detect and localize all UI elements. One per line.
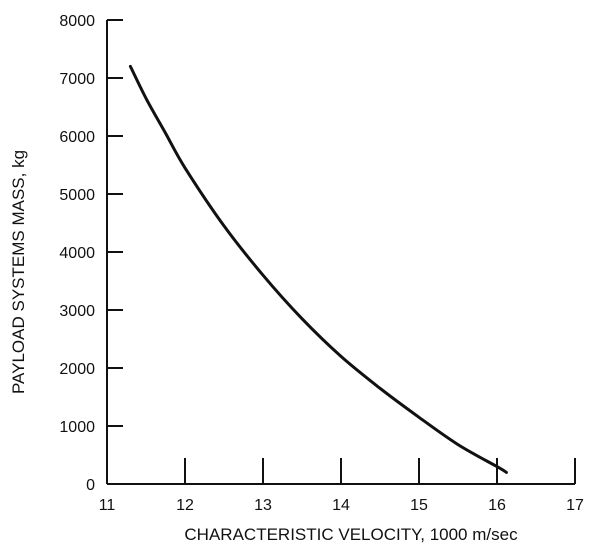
y-tick-label: 4000: [59, 245, 95, 262]
x-tick-label: 17: [566, 497, 584, 514]
y-tick-label: 7000: [59, 71, 95, 88]
x-tick-label: 13: [254, 497, 272, 514]
y-tick-label: 5000: [59, 187, 95, 204]
y-tick-label: 8000: [59, 13, 95, 30]
y-tick-label: 2000: [59, 361, 95, 378]
x-tick-label: 11: [99, 497, 116, 514]
x-tick-label: 15: [410, 497, 428, 514]
y-axis-title: PAYLOAD SYSTEMS MASS, kg: [9, 150, 28, 394]
y-tick-label: 1000: [59, 419, 95, 436]
y-tick-label: 0: [86, 477, 95, 494]
x-tick-label: 12: [176, 497, 194, 514]
x-ticks: 11 12 13 14 15 16 17: [99, 458, 584, 514]
series-layer: [128, 64, 508, 474]
y-tick-label: 6000: [59, 129, 95, 146]
x-tick-label: 16: [488, 497, 506, 514]
y-ticks: 0 1000 2000 3000 4000 5000 6000 7000 8000: [59, 13, 123, 494]
y-tick-label: 3000: [59, 303, 95, 320]
x-tick-label: 14: [332, 497, 350, 514]
series-line: [128, 64, 508, 474]
x-axis-title: CHARACTERISTIC VELOCITY, 1000 m/sec: [184, 525, 518, 544]
